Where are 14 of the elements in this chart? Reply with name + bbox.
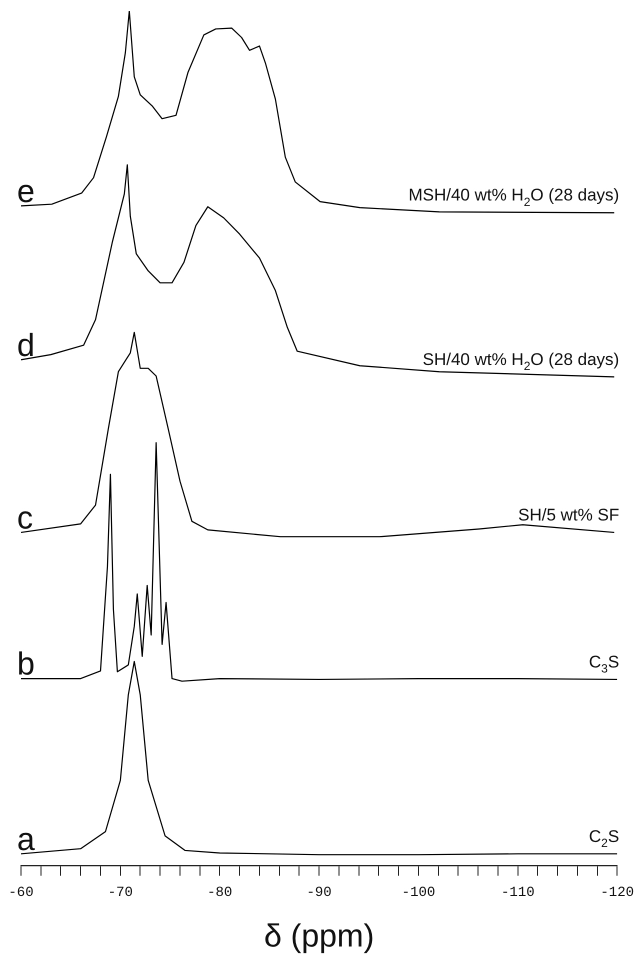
x-tick-label: -80: [207, 884, 232, 901]
x-tick-label: -90: [306, 884, 332, 901]
series-label: SH/5 wt% SF: [518, 505, 620, 524]
x-tick-label: -70: [108, 884, 133, 901]
x-axis-title: δ (ppm): [264, 918, 374, 954]
x-tick-label: -100: [402, 884, 436, 901]
annotation: d: [17, 326, 35, 363]
x-tick-label: -120: [600, 884, 634, 901]
annotation: a: [17, 820, 35, 857]
x-tick-label: -60: [8, 884, 34, 901]
annotation: e: [17, 172, 35, 209]
annotation: c: [17, 499, 33, 536]
x-tick-label: -110: [501, 884, 535, 901]
annotation: b: [17, 646, 35, 682]
